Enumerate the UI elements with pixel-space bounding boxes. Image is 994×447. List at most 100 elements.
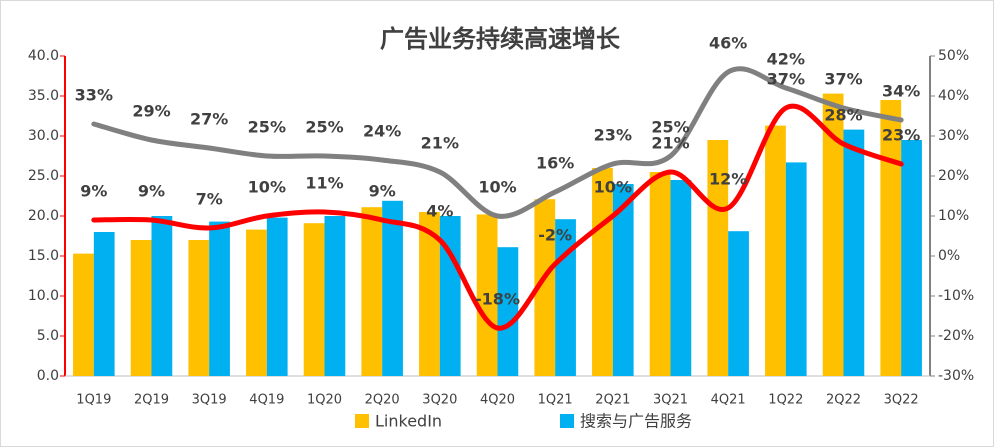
line xyxy=(91,66,904,219)
y-tick-label: 0.0 xyxy=(37,368,59,384)
bar xyxy=(266,217,288,376)
data-label: -2% xyxy=(538,226,572,245)
bar xyxy=(476,214,498,376)
data-label: 33% xyxy=(75,86,113,105)
bar xyxy=(592,168,613,376)
data-label: 28% xyxy=(824,106,862,125)
x-tick-label: 2Q20 xyxy=(365,393,400,408)
data-label: 34% xyxy=(882,82,920,101)
bar xyxy=(901,140,922,376)
bar xyxy=(439,216,461,376)
bar xyxy=(670,180,692,376)
line xyxy=(91,103,904,331)
y-tick-label: 35.0 xyxy=(28,88,59,104)
bar xyxy=(843,129,865,376)
y-tick-label: 30.0 xyxy=(28,128,59,144)
data-label: 23% xyxy=(594,126,632,145)
bar xyxy=(785,162,807,376)
data-label: 24% xyxy=(363,122,401,141)
x-tick-label: 1Q20 xyxy=(307,393,342,408)
legend-label: LinkedIn xyxy=(375,412,442,431)
y2-tick-label: 50% xyxy=(938,48,969,64)
y-tick-label: 40.0 xyxy=(28,48,59,64)
x-tick-label: 4Q21 xyxy=(711,393,746,408)
chart-title: 广告业务持续高速增长 xyxy=(380,25,621,53)
legend-swatch xyxy=(355,414,369,428)
bar xyxy=(209,221,230,376)
y2-tick-label: 30% xyxy=(938,128,969,144)
legend-label: 搜索与广告服务 xyxy=(580,412,692,431)
data-label: 25% xyxy=(248,118,286,137)
y-tick-label: 20.0 xyxy=(28,208,59,224)
data-label: -18% xyxy=(475,290,520,309)
data-label: 4% xyxy=(426,202,453,221)
data-label: 25% xyxy=(651,118,689,137)
y-tick-label: 25.0 xyxy=(28,168,59,184)
data-label: 21% xyxy=(421,134,459,153)
bar xyxy=(246,229,267,376)
y-tick-label: 5.0 xyxy=(37,328,59,344)
data-label: 10% xyxy=(478,178,516,197)
y-tick-label: 15.0 xyxy=(28,248,59,264)
data-label: 10% xyxy=(594,178,632,197)
data-label: 42% xyxy=(767,50,805,69)
data-label: 27% xyxy=(190,110,228,129)
data-label: 9% xyxy=(138,182,165,201)
x-tick-label: 3Q22 xyxy=(884,393,919,408)
x-tick-label: 4Q19 xyxy=(249,393,284,408)
bar xyxy=(707,140,729,376)
y-tick-label: 10.0 xyxy=(28,288,59,304)
data-label: 23% xyxy=(882,126,920,145)
x-tick-label: 3Q19 xyxy=(192,393,227,408)
x-tick-label: 2Q22 xyxy=(826,393,861,408)
bar xyxy=(497,247,519,376)
legend-swatch xyxy=(560,414,574,428)
x-tick-label: 3Q20 xyxy=(422,393,457,408)
x-tick-label: 4Q20 xyxy=(480,393,515,408)
y2-tick-label: -30% xyxy=(938,368,974,384)
y2-tick-label: 40% xyxy=(938,88,969,104)
y2-tick-label: -10% xyxy=(938,288,974,304)
y2-tick-label: 20% xyxy=(938,168,969,184)
x-tick-label: 3Q21 xyxy=(653,393,688,408)
data-label: 29% xyxy=(132,102,170,121)
bar xyxy=(822,93,844,376)
data-label: 10% xyxy=(248,178,286,197)
x-tick-label: 2Q19 xyxy=(134,393,169,408)
bar xyxy=(534,199,556,376)
y2-tick-label: 0% xyxy=(938,248,960,264)
data-label: 9% xyxy=(80,182,107,201)
bar xyxy=(324,216,346,376)
y2-tick-label: 10% xyxy=(938,208,969,224)
data-label: 37% xyxy=(824,70,862,89)
data-label: 46% xyxy=(709,34,747,53)
y2-tick-label: -20% xyxy=(938,328,974,344)
bar xyxy=(188,240,210,376)
bar xyxy=(382,200,403,376)
x-tick-label: 1Q22 xyxy=(768,393,803,408)
bar xyxy=(728,231,749,376)
data-label: 37% xyxy=(767,70,805,89)
data-label: 9% xyxy=(369,182,396,201)
bar xyxy=(130,240,152,376)
bar xyxy=(73,253,94,376)
data-label: 25% xyxy=(305,118,343,137)
bar xyxy=(93,232,115,376)
data-label: 21% xyxy=(651,134,689,153)
x-tick-label: 1Q19 xyxy=(76,393,111,408)
x-tick-label: 1Q21 xyxy=(538,393,573,408)
data-label: 11% xyxy=(305,174,343,193)
x-tick-label: 2Q21 xyxy=(595,393,630,408)
bar xyxy=(151,216,173,376)
bar xyxy=(765,125,786,376)
bar xyxy=(880,100,902,376)
data-label: 7% xyxy=(196,190,223,209)
data-label: 16% xyxy=(536,154,574,173)
data-label: 12% xyxy=(709,170,747,189)
bar xyxy=(303,223,325,376)
bar xyxy=(419,212,440,376)
bar xyxy=(361,207,383,376)
bar xyxy=(612,184,634,376)
bar xyxy=(649,172,671,376)
